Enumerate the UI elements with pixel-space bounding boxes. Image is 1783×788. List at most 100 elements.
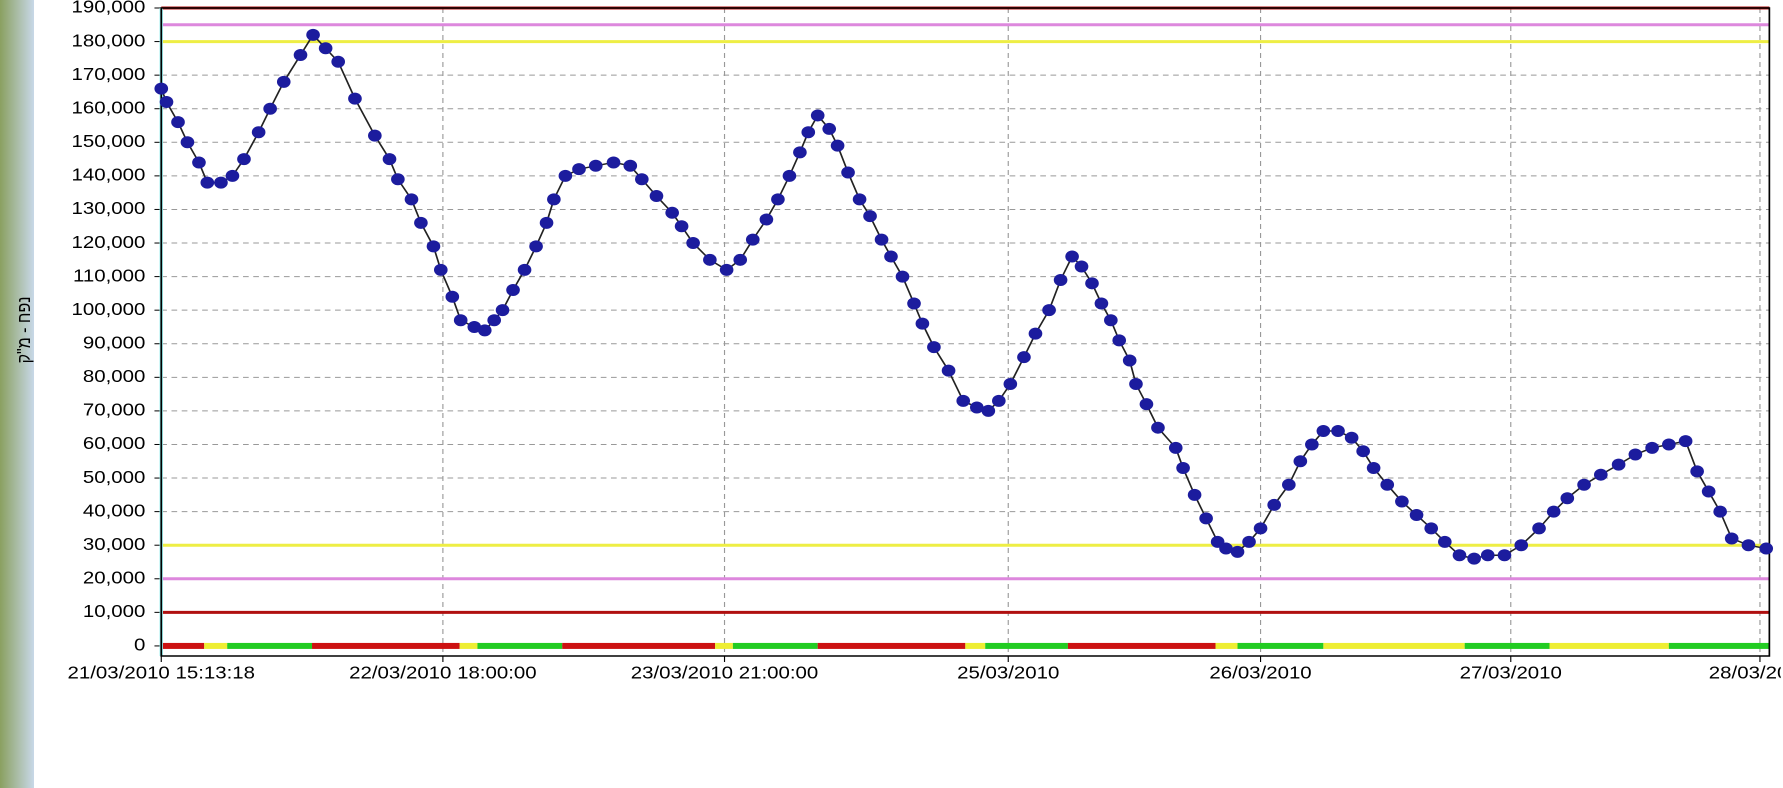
y-tick-label: 170,000 [71,65,145,85]
status-segment [459,642,478,649]
status-segment [1237,642,1324,649]
data-point [634,173,649,186]
data-point [477,324,492,337]
data-point [572,163,586,176]
data-point [237,153,251,166]
y-tick-label: 20,000 [83,569,146,589]
data-point [907,297,921,310]
data-point [915,317,930,330]
data-point [433,263,448,276]
window-background [0,0,35,788]
data-point [830,139,845,152]
data-point [154,82,169,95]
status-segment [985,642,1068,649]
data-point [1662,438,1676,451]
data-point [1199,512,1213,525]
data-point [981,404,996,417]
x-tick-label: 25/03/2010 [957,664,1059,684]
data-point [348,92,362,105]
y-axis-label: נפח - מ"ק [14,297,34,364]
data-point [1701,485,1716,498]
data-point [895,270,910,283]
status-segment [312,642,460,649]
data-point [539,216,554,229]
data-point [1645,441,1659,454]
data-point [719,263,734,276]
data-point [1395,495,1409,508]
status-segment [732,642,818,649]
data-point [331,55,346,68]
data-point [884,250,898,263]
status-segment [1215,642,1238,649]
data-point [467,320,482,333]
data-point [1577,478,1591,491]
data-point [852,193,867,206]
data-point [1305,438,1319,451]
data-point [306,28,320,41]
data-point [665,206,679,219]
y-tick-label: 180,000 [71,31,145,51]
data-point [674,220,689,233]
data-point [1724,532,1739,545]
data-point [1514,539,1529,552]
status-segment [817,642,966,649]
x-tick-label: 22/03/2010 18:00:00 [349,664,536,684]
status-segment [562,642,716,649]
data-point [276,75,291,88]
status-segment [1323,642,1465,649]
data-point [1267,498,1281,511]
data-point [863,210,877,223]
data-point [1168,441,1183,454]
y-tick-label: 40,000 [83,501,146,521]
data-point [801,126,816,139]
data-point [171,116,185,129]
y-tick-label: 130,000 [71,199,145,219]
data-point [733,253,748,266]
data-point [180,136,195,149]
data-point [1112,334,1127,347]
data-point [558,169,573,182]
status-segment [477,642,563,649]
data-point [1690,465,1704,478]
data-point [1028,327,1043,340]
data-point [391,173,405,186]
data-point [1230,545,1245,558]
data-point [200,176,215,189]
data-point [263,102,277,115]
y-tick-label: 120,000 [71,233,145,253]
data-point [1017,351,1031,364]
data-point [1293,455,1308,468]
status-segment [1464,642,1550,649]
plot-area [161,8,1770,656]
x-tick-label: 21/03/2010 15:13:18 [68,664,255,684]
data-point [293,49,308,62]
data-line [160,33,1767,560]
data-point [318,42,333,55]
data-point [1139,398,1154,411]
data-point [956,394,971,407]
data-point [1253,522,1268,535]
data-point [506,284,520,297]
y-tick-label: 160,000 [71,99,145,119]
data-point [782,169,797,182]
data-point [192,156,206,169]
data-point [1628,448,1643,461]
plot-border [160,7,1771,657]
data-point [649,190,664,203]
status-segment [1067,642,1216,649]
data-point [368,129,382,142]
data-point [453,314,468,327]
status-segment [715,642,733,649]
status-segment [965,642,986,649]
data-point [1219,542,1233,555]
data-point [1065,250,1079,263]
data-point [1085,277,1099,290]
data-point [1344,431,1359,444]
x-tick-label: 23/03/2010 21:00:00 [631,664,818,684]
data-point [941,364,956,377]
data-point [529,240,543,253]
data-point [1356,445,1370,458]
data-point [745,233,760,246]
data-point [1316,425,1331,438]
data-point [1480,549,1495,562]
